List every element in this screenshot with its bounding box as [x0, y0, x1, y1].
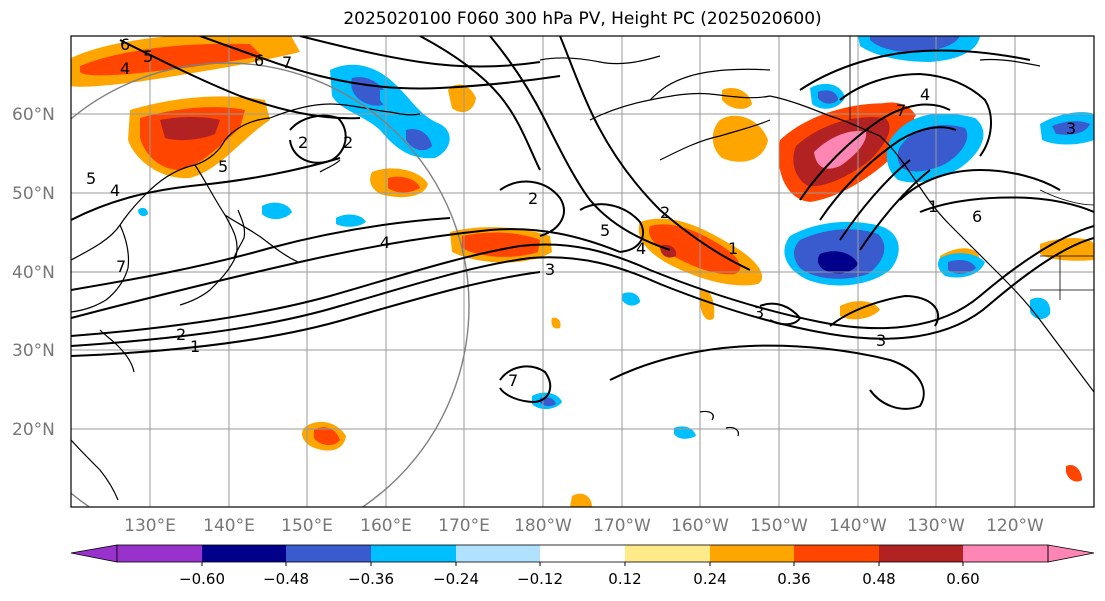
colorbar-extend-max — [1047, 544, 1095, 563]
colorbar-segment — [371, 545, 456, 562]
lon-label: 160°E — [360, 516, 412, 536]
colorbar-tick-label: 0.36 — [777, 570, 810, 588]
contour-label: 1 — [190, 337, 200, 356]
colorbar-segment — [794, 545, 879, 562]
contour-label: 6 — [254, 51, 264, 70]
contour-label: 1 — [928, 197, 938, 216]
contour-label: 2 — [298, 133, 308, 152]
domain-circle — [71, 62, 470, 507]
lat-label: 30°N — [12, 341, 55, 361]
colorbar-tick-label: −0.48 — [263, 570, 309, 588]
pv-positive-nw-band — [71, 36, 300, 179]
contour-label: 3 — [1066, 119, 1076, 138]
contour-label: 7 — [282, 53, 292, 72]
colorbar-segment — [456, 545, 540, 562]
lat-label: 60°N — [12, 105, 55, 125]
map-frame — [70, 35, 1095, 508]
graticule — [71, 36, 1094, 507]
lon-label: 170°E — [438, 516, 490, 536]
contour-label: 7 — [896, 101, 906, 120]
pv-shading — [71, 36, 1094, 507]
lon-label: 130°E — [124, 516, 176, 536]
contour-label: 5 — [86, 169, 96, 188]
colorbar-segment — [117, 545, 202, 562]
lon-label: 130°W — [907, 516, 965, 536]
colorbar-tick-label: −0.24 — [433, 570, 479, 588]
longitude-labels: 130°E 140°E 150°E 160°E 170°E 180°W 170°… — [124, 516, 1044, 536]
latitude-labels: 60°N 50°N 40°N 30°N 20°N — [12, 105, 55, 440]
contour-label: 1 — [728, 239, 738, 258]
contour-label: 4 — [380, 233, 390, 252]
colorbar-segment — [625, 545, 710, 562]
colorbar-frame — [116, 544, 1049, 563]
contour-labels: 6 5 4 7 6 2 2 5 4 7 5 2 5 4 2 3 2 1 3 1 … — [86, 35, 1076, 390]
contour-label: 3 — [545, 260, 555, 279]
colorbar-segment — [710, 545, 794, 562]
height-contours — [71, 36, 1094, 410]
lon-label: 120°W — [986, 516, 1044, 536]
colorbar-extend-min — [70, 544, 118, 563]
lon-label: 150°W — [750, 516, 808, 536]
colorbar-segment — [540, 545, 625, 562]
colorbar-tick-labels: −0.60 −0.48 −0.36 −0.24 −0.12 0.12 0.24 … — [179, 570, 980, 588]
colorbar-tick-label: 0.48 — [862, 570, 895, 588]
colorbar-segment — [963, 545, 1048, 562]
contour-label: 4 — [110, 181, 120, 200]
lon-label: 150°E — [281, 516, 333, 536]
colorbar-tick-label: −0.12 — [517, 570, 563, 588]
map-title: 2025020100 F060 300 hPa PV, Height PC (2… — [343, 9, 822, 29]
lon-label: 180°W — [514, 516, 572, 536]
lon-label: 140°W — [829, 516, 887, 536]
colorbar-tick-label: −0.36 — [348, 570, 394, 588]
contour-label: 6 — [972, 207, 982, 226]
lat-label: 20°N — [12, 420, 55, 440]
contour-label: 3 — [876, 331, 886, 350]
boundaries — [849, 36, 1094, 300]
contour-label: 2 — [660, 203, 670, 222]
contour-label: 4 — [636, 239, 646, 258]
contour-label: 5 — [143, 47, 153, 66]
contour-label: 2 — [528, 189, 538, 208]
colorbar-ticks — [201, 562, 964, 566]
contour-label: 5 — [218, 157, 228, 176]
lon-label: 160°W — [671, 516, 729, 536]
contour-label: 4 — [120, 59, 130, 78]
pv-negative — [138, 36, 1094, 439]
colorbar-tick-label: 0.12 — [608, 570, 641, 588]
colorbar-segment — [286, 545, 371, 562]
contour-label: 6 — [120, 35, 130, 54]
contour-label: 4 — [920, 85, 930, 104]
colorbar-segment — [202, 545, 286, 562]
contour-label: 3 — [754, 303, 764, 322]
contour-label: 2 — [343, 133, 353, 152]
colorbar-tick-label: 0.24 — [693, 570, 726, 588]
colorbar-tick-label: −0.60 — [179, 570, 225, 588]
contour-label: 2 — [176, 325, 186, 344]
lon-label: 170°W — [593, 516, 651, 536]
lat-label: 50°N — [12, 184, 55, 204]
lon-label: 140°E — [203, 516, 255, 536]
contour-label: 7 — [116, 257, 126, 276]
coastlines — [71, 55, 1094, 501]
colorbar-segment — [879, 545, 963, 562]
colorbar-tick-label: 0.60 — [946, 570, 979, 588]
contour-label: 7 — [508, 371, 518, 390]
contour-label: 5 — [600, 221, 610, 240]
lat-label: 40°N — [12, 263, 55, 283]
colorbar: −0.60 −0.48 −0.36 −0.24 −0.12 0.12 0.24 … — [70, 544, 1095, 588]
